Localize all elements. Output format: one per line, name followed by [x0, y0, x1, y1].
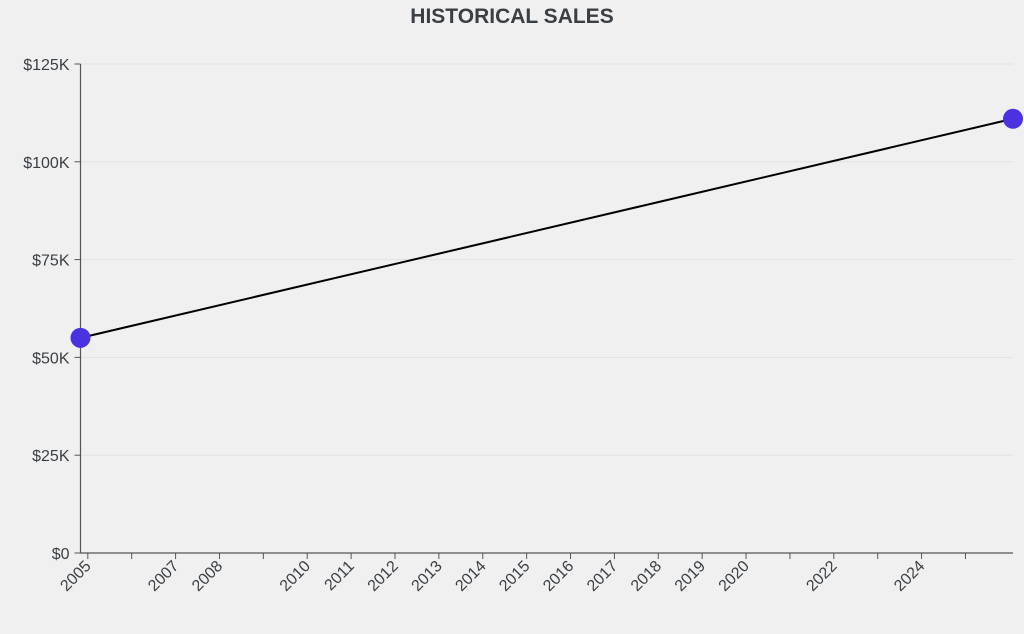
x-tick-label: 2007: [145, 558, 182, 595]
y-tick-label: $0: [52, 546, 70, 563]
x-tick-label: 2014: [452, 558, 489, 595]
x-tick-label: 2022: [803, 558, 840, 595]
x-tick-label: 2024: [891, 558, 928, 595]
x-tick-label: 2013: [409, 558, 446, 595]
x-tick-label: 2017: [584, 558, 621, 595]
x-tick-label: 2019: [672, 558, 709, 595]
series-line: [80, 117, 1014, 339]
x-tick-label: 2016: [540, 558, 577, 595]
x-tick-label: 2020: [716, 558, 753, 595]
x-tick-label: 2010: [277, 558, 314, 595]
x-tick-label: 2011: [322, 558, 358, 594]
y-tick-label: $25K: [32, 448, 70, 465]
y-tick-label: $100K: [23, 155, 70, 172]
data-point: [1003, 108, 1023, 129]
chart-title: HISTORICAL SALES: [410, 5, 614, 28]
y-tick-label: $75K: [32, 253, 70, 270]
x-tick-label: 2018: [628, 558, 665, 595]
x-tick-label: 2015: [496, 558, 533, 595]
y-tick-label: $125K: [23, 57, 70, 74]
x-tick-label: 2005: [57, 558, 94, 595]
x-tick-label: 2008: [189, 558, 226, 595]
x-tick-label: 2012: [365, 558, 402, 595]
data-point: [70, 327, 91, 348]
y-tick-label: $50K: [32, 350, 70, 367]
